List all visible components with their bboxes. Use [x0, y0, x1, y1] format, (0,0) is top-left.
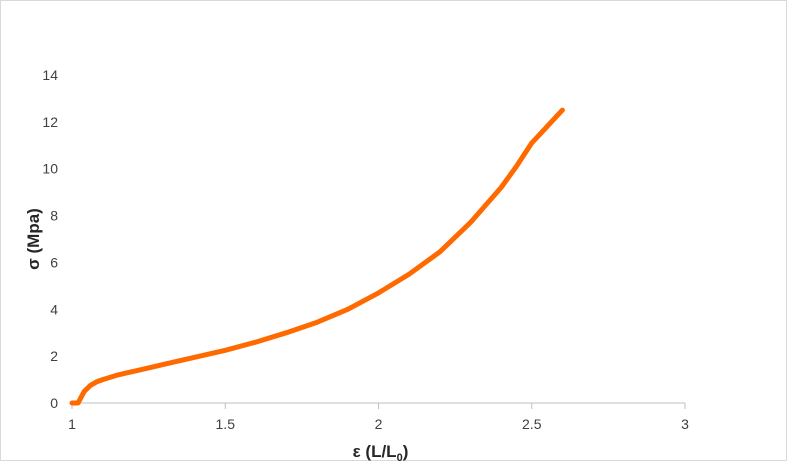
x-tick-label: 2 — [375, 416, 383, 432]
y-tick-label: 12 — [42, 114, 58, 130]
y-tick-label: 4 — [50, 301, 58, 317]
y-tick-label: 6 — [50, 254, 58, 270]
x-axis-title-close: ) — [403, 442, 409, 461]
series-group — [69, 107, 565, 406]
x-tick-label: 2.5 — [522, 416, 542, 432]
series-line — [69, 107, 565, 406]
x-axis-title-main: ε (L/L — [353, 442, 397, 461]
y-tick-label: 10 — [42, 161, 58, 177]
x-axis-title: ε (L/L0) — [353, 442, 409, 462]
y-tick-label: 14 — [42, 67, 58, 83]
x-tick-label: 1.5 — [216, 416, 236, 432]
y-tick-label: 0 — [50, 395, 58, 411]
y-axis-title: σ (Mpa) — [24, 208, 43, 270]
y-axis-ticks: 0 2 4 6 8 10 12 14 — [42, 67, 58, 411]
y-tick-label: 2 — [50, 348, 58, 364]
x-axis-ticks: 1 1.5 2 2.5 3 — [68, 403, 689, 432]
x-axis-title-subscript: 0 — [397, 452, 403, 462]
y-tick-label: 8 — [50, 208, 58, 224]
x-tick-label: 1 — [68, 416, 76, 432]
x-tick-label: 3 — [681, 416, 689, 432]
